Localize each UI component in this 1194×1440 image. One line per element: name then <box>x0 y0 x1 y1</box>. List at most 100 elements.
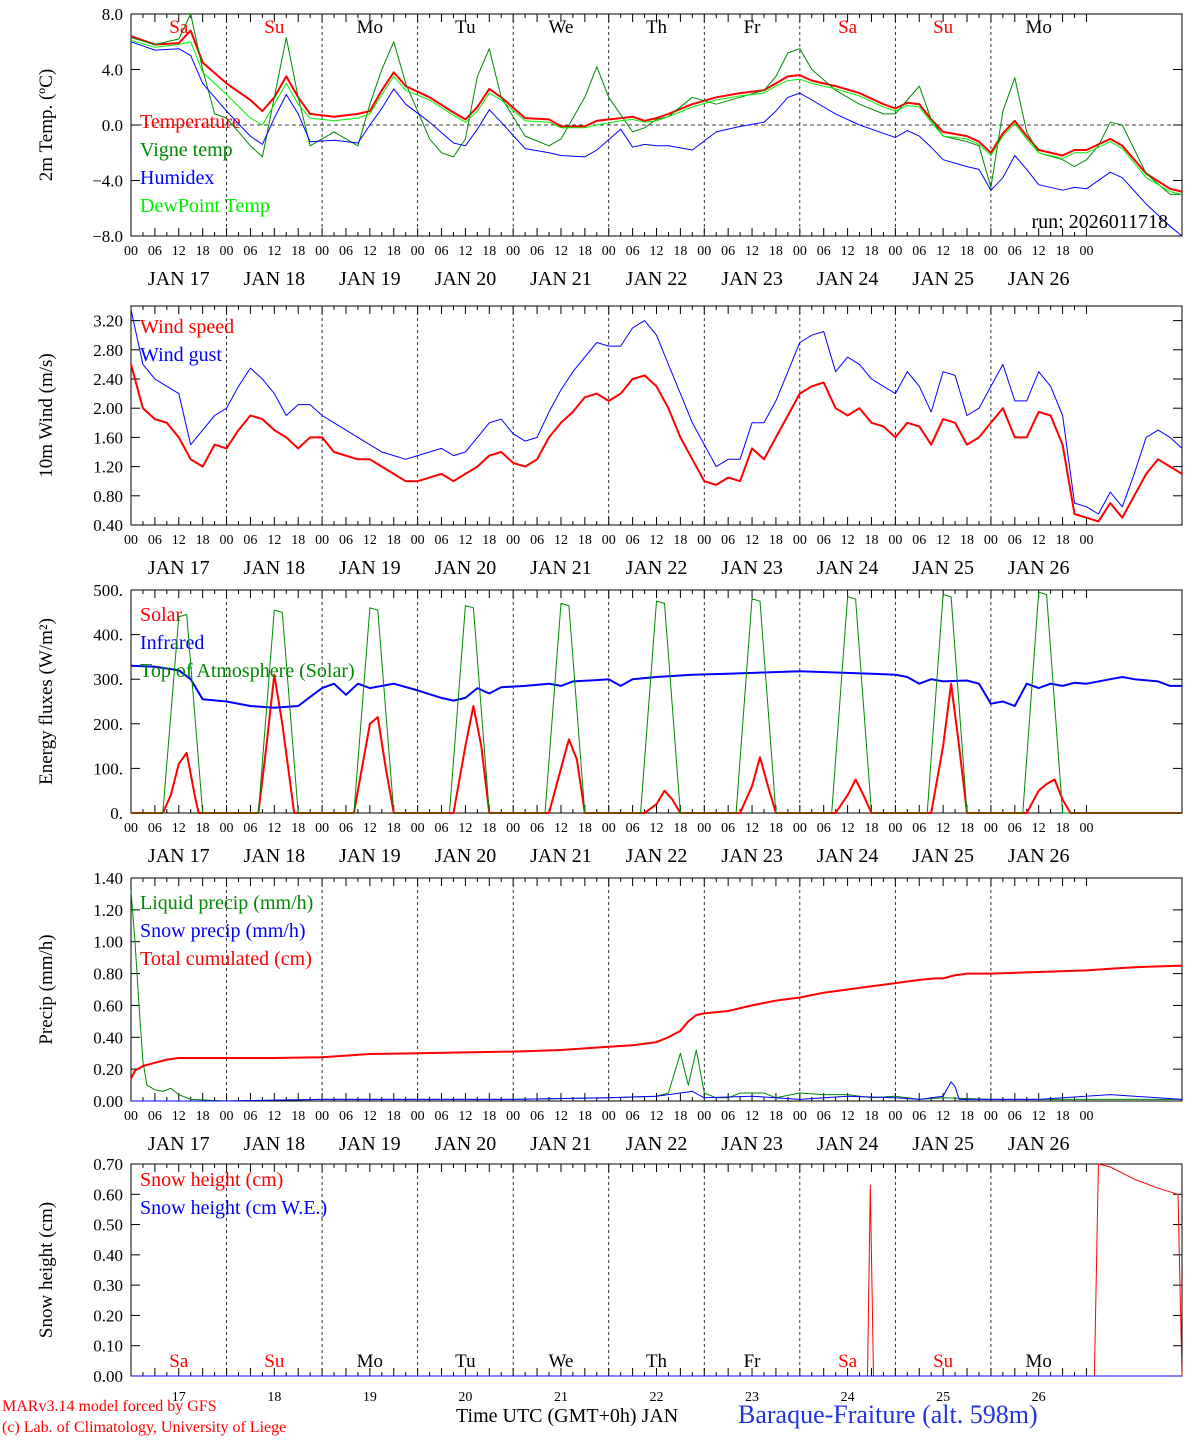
hour-label: 18 <box>769 244 783 259</box>
hour-label: 00 <box>315 244 329 259</box>
date-label: JAN 19 <box>339 1133 401 1155</box>
date-label: JAN 25 <box>912 1133 974 1155</box>
hour-label: 06 <box>435 821 449 836</box>
day-number-label: 18 <box>267 1390 281 1405</box>
weekday-label: Su <box>264 1351 285 1372</box>
hour-label: 12 <box>1032 1109 1046 1124</box>
hour-label: 06 <box>243 533 257 548</box>
date-label: JAN 23 <box>721 1133 783 1155</box>
hour-label: 18 <box>673 821 687 836</box>
weekday-label: Sa <box>169 1351 189 1372</box>
hour-label: 06 <box>626 533 640 548</box>
series-line-temperature <box>130 29 1183 193</box>
hour-label: 18 <box>196 821 210 836</box>
hour-label: 06 <box>721 244 735 259</box>
hour-label: 18 <box>673 244 687 259</box>
legend-entry: Snow height (cm) <box>140 1169 283 1191</box>
hour-label: 06 <box>530 533 544 548</box>
hour-label: 18 <box>291 533 305 548</box>
date-label: JAN 25 <box>912 557 974 579</box>
hour-label: 12 <box>650 821 664 836</box>
y-tick-label: 0.10 <box>93 1337 123 1356</box>
day-number-label: 21 <box>554 1390 568 1405</box>
date-label: JAN 20 <box>435 268 497 290</box>
hour-label: 06 <box>626 821 640 836</box>
series-line-top-of-atmosphere-solar- <box>131 591 1182 814</box>
hour-label: 18 <box>769 533 783 548</box>
hour-label: 18 <box>960 244 974 259</box>
date-label: JAN 20 <box>435 557 497 579</box>
hour-label: 12 <box>554 821 568 836</box>
y-tick-label: 1.20 <box>93 458 123 477</box>
hour-label: 06 <box>721 1109 735 1124</box>
hour-label: 06 <box>912 1109 926 1124</box>
date-label: JAN 21 <box>530 845 592 867</box>
hour-label: 18 <box>482 821 496 836</box>
hour-label: 12 <box>936 533 950 548</box>
y-axis-label: Energy fluxes (W/m²) <box>36 618 57 785</box>
hour-label: 06 <box>435 1109 449 1124</box>
date-label: JAN 18 <box>243 845 305 867</box>
legend-entry: Temperature <box>140 111 241 133</box>
hour-label: 06 <box>435 533 449 548</box>
hour-label: 12 <box>267 1109 281 1124</box>
date-label: JAN 23 <box>721 557 783 579</box>
hour-label: 06 <box>721 533 735 548</box>
hour-label: 12 <box>172 533 186 548</box>
hour-label: 06 <box>530 244 544 259</box>
hour-label: 00 <box>602 533 616 548</box>
y-tick-label: −8.0 <box>92 227 123 246</box>
hour-label: 06 <box>912 244 926 259</box>
date-label: JAN 18 <box>243 268 305 290</box>
date-label: JAN 22 <box>626 845 688 867</box>
hour-label: 12 <box>554 533 568 548</box>
weekday-label: Tu <box>455 1351 476 1372</box>
legend-entry: Wind gust <box>140 344 222 366</box>
hour-label: 12 <box>554 244 568 259</box>
y-axis-label: Snow height (cm) <box>36 1202 57 1338</box>
hour-label: 00 <box>793 244 807 259</box>
hour-label: 12 <box>458 244 472 259</box>
hour-label: 06 <box>148 821 162 836</box>
hour-label: 12 <box>936 244 950 259</box>
hour-label: 12 <box>267 821 281 836</box>
y-tick-label: 0.40 <box>93 1028 123 1047</box>
hour-label: 12 <box>363 533 377 548</box>
hour-label: 12 <box>936 821 950 836</box>
hour-label: 00 <box>793 821 807 836</box>
y-tick-label: 0.80 <box>93 487 123 506</box>
hour-label: 00 <box>506 244 520 259</box>
hour-label: 00 <box>411 821 425 836</box>
hour-label: 18 <box>387 821 401 836</box>
legend-entry: Snow precip (mm/h) <box>140 920 306 942</box>
series-line-wind-speed <box>130 364 1183 523</box>
hour-label: 00 <box>1079 821 1093 836</box>
date-label: JAN 20 <box>435 845 497 867</box>
hour-label: 18 <box>196 1109 210 1124</box>
weekday-label: Mo <box>357 17 383 38</box>
hour-label: 18 <box>960 1109 974 1124</box>
run-label: run: 2026011718 <box>1032 211 1168 233</box>
hour-label: 18 <box>482 1109 496 1124</box>
hour-label: 00 <box>984 533 998 548</box>
series-line-snow-height-cm- <box>131 1163 1183 1377</box>
hour-label: 06 <box>1008 533 1022 548</box>
hour-label: 12 <box>1032 244 1046 259</box>
date-label: JAN 21 <box>530 1133 592 1155</box>
hour-label: 00 <box>602 244 616 259</box>
y-tick-label: 300. <box>93 670 123 689</box>
weekday-label: Su <box>264 17 285 38</box>
hour-label: 18 <box>769 1109 783 1124</box>
date-label: JAN 22 <box>626 1133 688 1155</box>
hour-label: 06 <box>339 533 353 548</box>
y-tick-label: 0.70 <box>93 1155 123 1174</box>
weekday-label: We <box>549 1351 574 1372</box>
hour-label: 12 <box>363 821 377 836</box>
hour-label: 00 <box>984 821 998 836</box>
hour-label: 12 <box>936 1109 950 1124</box>
hour-label: 00 <box>888 1109 902 1124</box>
hour-label: 06 <box>626 1109 640 1124</box>
y-tick-label: 2.80 <box>93 341 123 360</box>
date-label: JAN 17 <box>148 557 210 579</box>
